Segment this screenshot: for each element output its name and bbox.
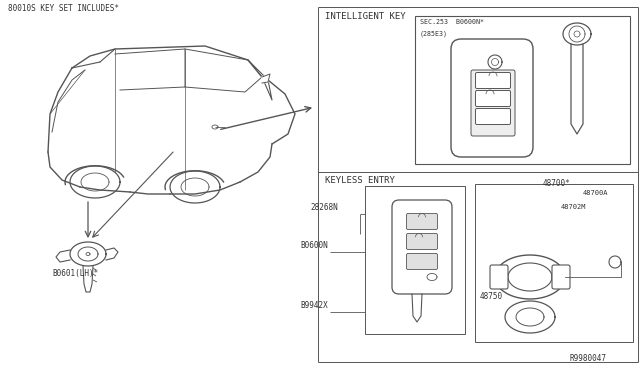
Bar	[365, 186, 465, 334]
Text: 48700A: 48700A	[583, 190, 609, 196]
FancyBboxPatch shape	[406, 234, 438, 250]
Polygon shape	[571, 44, 583, 134]
Text: INTELLIGENT KEY: INTELLIGENT KEY	[325, 12, 406, 21]
FancyBboxPatch shape	[476, 90, 511, 106]
Text: B9942X: B9942X	[300, 301, 328, 310]
Text: 48750: 48750	[480, 292, 503, 301]
FancyBboxPatch shape	[471, 70, 515, 136]
Text: KEYLESS ENTRY: KEYLESS ENTRY	[325, 176, 395, 185]
Text: 28268N: 28268N	[310, 203, 338, 212]
FancyBboxPatch shape	[406, 214, 438, 230]
FancyBboxPatch shape	[476, 73, 511, 89]
Polygon shape	[262, 74, 270, 83]
Text: 48700*: 48700*	[543, 179, 571, 188]
FancyBboxPatch shape	[490, 265, 508, 289]
Bar	[415, 16, 630, 164]
FancyBboxPatch shape	[406, 253, 438, 269]
Polygon shape	[495, 255, 565, 299]
Text: B0601(LH)*: B0601(LH)*	[52, 269, 99, 278]
Text: 48702M: 48702M	[561, 204, 586, 210]
FancyBboxPatch shape	[476, 109, 511, 125]
Text: R9980047: R9980047	[570, 354, 607, 363]
Text: 80010S KEY SET INCLUDES*: 80010S KEY SET INCLUDES*	[8, 4, 119, 13]
FancyBboxPatch shape	[552, 265, 570, 289]
Text: B0600N: B0600N	[300, 241, 328, 250]
FancyBboxPatch shape	[392, 200, 452, 294]
Bar	[475, 184, 633, 342]
FancyBboxPatch shape	[451, 39, 533, 157]
Text: (285E3): (285E3)	[420, 30, 448, 36]
Polygon shape	[505, 301, 555, 333]
Text: SEC.253  B0600N*: SEC.253 B0600N*	[420, 19, 484, 25]
Polygon shape	[412, 294, 422, 322]
